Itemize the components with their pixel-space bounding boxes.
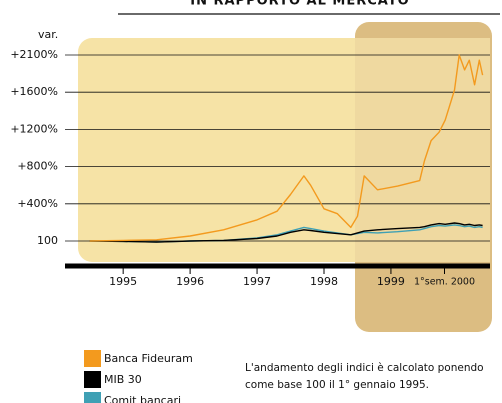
- legend-swatch: [84, 392, 101, 403]
- x-tick-label: 1°sem. 2000: [414, 277, 475, 288]
- annotation: come base 100 il 1° gennaio 1995.: [245, 379, 429, 391]
- legend-swatch: [84, 350, 101, 367]
- x-tick-label: 1995: [109, 275, 137, 288]
- y-axis-label: var.: [38, 28, 58, 41]
- x-tick-label: 1996: [176, 275, 204, 288]
- y-tick-label: +800%: [17, 160, 58, 173]
- chart-title: IN RAPPORTO AL MERCATO: [190, 0, 410, 9]
- annotation: L'andamento degli indici è calcolato pon…: [245, 362, 484, 374]
- series-line: [89, 54, 484, 242]
- y-tick-label: +400%: [17, 197, 58, 210]
- x-tick-label: 1999: [377, 275, 405, 288]
- y-tick-label: +2100%: [10, 48, 58, 61]
- y-tick-label: +1600%: [10, 85, 58, 98]
- series-line: [89, 222, 483, 243]
- legend-label: Comit bancari: [104, 394, 181, 403]
- legend-label: Banca Fideuram: [104, 352, 193, 365]
- legend-swatch: [84, 371, 101, 388]
- x-tick-label: 1998: [310, 275, 338, 288]
- x-tick-label: 1997: [243, 275, 271, 288]
- y-tick-label: +1200%: [10, 122, 58, 135]
- y-tick-label: 100: [37, 234, 58, 247]
- legend-label: MIB 30: [104, 373, 142, 386]
